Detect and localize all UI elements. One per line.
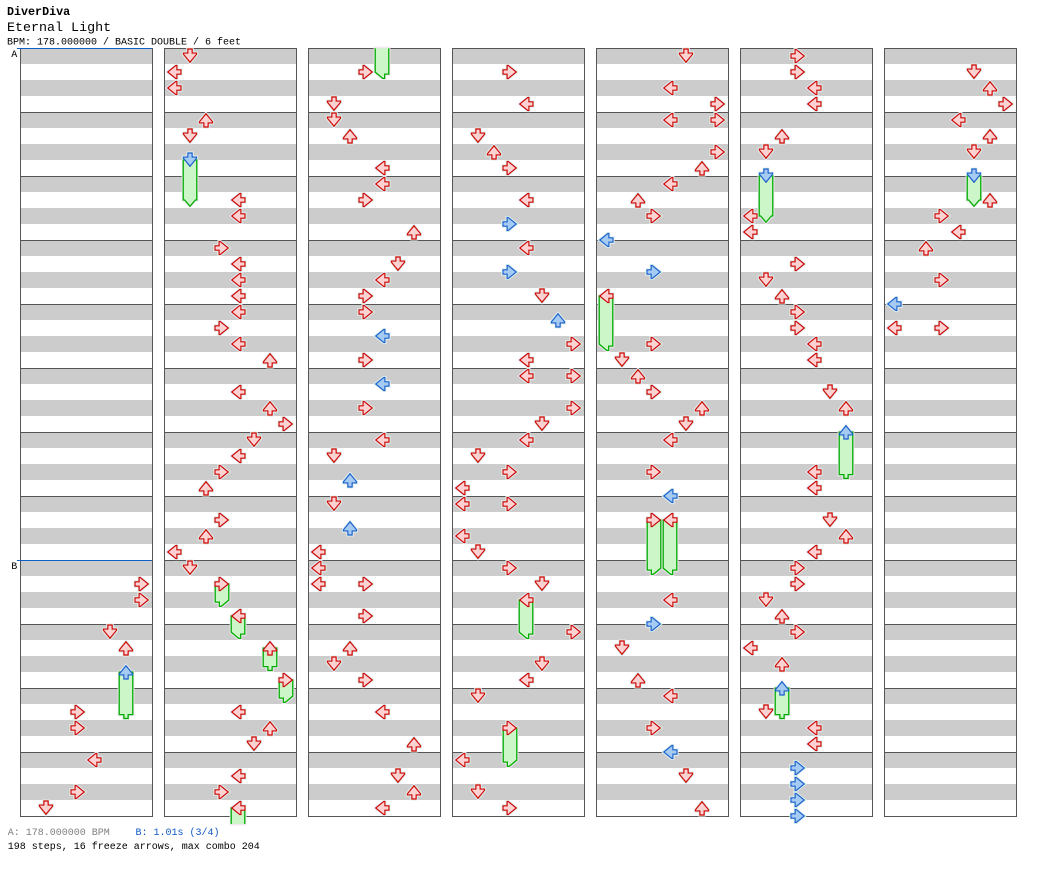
svg-text:A: 178.000000 BPM: A: 178.000000 BPM [8, 828, 110, 839]
svg-text:198 steps, 16 freeze arrows, m: 198 steps, 16 freeze arrows, max combo 2… [8, 841, 260, 853]
svg-text:Eternal Light: Eternal Light [7, 21, 111, 36]
svg-text:B: 1.01s (3/4): B: 1.01s (3/4) [136, 827, 220, 839]
svg-text:B: B [11, 562, 17, 573]
svg-text:DiverDiva: DiverDiva [7, 5, 70, 19]
svg-text:A: A [11, 50, 17, 61]
svg-text:BPM: 178.000000 / BASIC DOUBLE: BPM: 178.000000 / BASIC DOUBLE / 6 feet [7, 36, 241, 48]
